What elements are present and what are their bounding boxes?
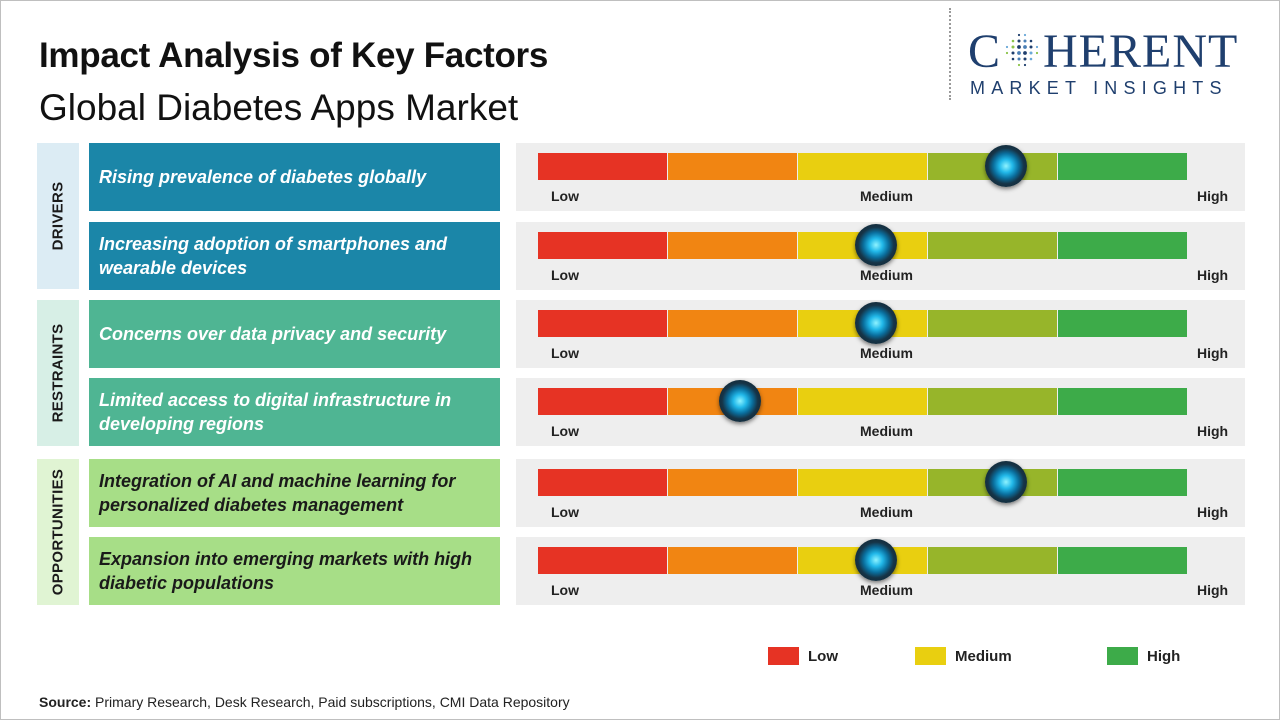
source-note: Source: Primary Research, Desk Research,… (39, 694, 570, 710)
factor-label: Concerns over data privacy and security (89, 300, 500, 368)
legend-label: Medium (955, 647, 1012, 665)
legend-label: Low (808, 647, 838, 665)
impact-marker (718, 380, 761, 422)
gauge-label-high: High (1197, 423, 1229, 439)
category-restraints: RESTRAINTS (37, 300, 79, 446)
factor-label: Rising prevalence of diabetes globally (89, 143, 500, 211)
page-subtitle: Global Diabetes Apps Market (39, 87, 519, 128)
category-drivers: DRIVERS (37, 143, 79, 289)
gauge-label-high: High (1197, 504, 1229, 520)
page-title: Impact Analysis of Key Factors (39, 36, 549, 75)
logo-letter-c: C (968, 25, 1002, 78)
gauge-label-low: Low (551, 582, 579, 598)
factor-label: Increasing adoption of smartphones and w… (89, 222, 500, 290)
logo-divider (949, 8, 951, 100)
gauge-label-high: High (1197, 188, 1229, 204)
impact-marker (985, 145, 1027, 187)
gauge-bar (538, 469, 1188, 496)
logo-tagline: MARKET INSIGHTS (970, 78, 1228, 98)
gauge-segment (668, 469, 797, 496)
impact-gauge: Low Medium High (516, 378, 1245, 446)
legend-item: Medium (915, 647, 1012, 665)
legend-label: High (1147, 647, 1181, 665)
gauge-segment (538, 469, 667, 496)
gauge-label-medium: Medium (860, 345, 913, 361)
source-text: Primary Research, Desk Research, Paid su… (91, 694, 570, 710)
gauge-segment (1058, 388, 1187, 415)
gauge-segment (1058, 310, 1187, 337)
gauge-segment (538, 232, 667, 259)
legend-swatch (915, 647, 946, 665)
gauge-label-medium: Medium (860, 582, 913, 598)
gauge-segment (668, 153, 797, 180)
impact-gauge: Low Medium High (516, 459, 1245, 527)
gauge-label-low: Low (551, 504, 579, 520)
gauge-label-high: High (1197, 267, 1229, 283)
gauge-label-high: High (1197, 582, 1229, 598)
gauge-bar (538, 310, 1188, 337)
legend-item: Low (768, 647, 838, 665)
gauge-label-medium: Medium (860, 188, 913, 204)
gauge-label-high: High (1197, 345, 1229, 361)
gauge-label-low: Low (551, 345, 579, 361)
impact-marker (855, 539, 897, 581)
logo-wordmark: C HERENT (968, 28, 1238, 76)
impact-marker (855, 302, 897, 344)
gauge-bar (538, 153, 1188, 180)
legend-swatch (1107, 647, 1138, 665)
impact-gauge: Low Medium High (516, 537, 1245, 605)
impact-gauge: Low Medium High (516, 300, 1245, 368)
factor-label: Expansion into emerging markets with hig… (89, 537, 500, 605)
gauge-segment (928, 232, 1057, 259)
gauge-segment (928, 310, 1057, 337)
gauge-label-low: Low (551, 423, 579, 439)
factor-label: Limited access to digital infrastructure… (89, 378, 500, 446)
gauge-segment (538, 153, 667, 180)
factor-label: Integration of AI and machine learning f… (89, 459, 500, 527)
gauge-segment (798, 469, 927, 496)
gauge-label-medium: Medium (860, 423, 913, 439)
category-opportunities: OPPORTUNITIES (37, 459, 79, 605)
gauge-segment (538, 547, 667, 574)
legend-swatch (768, 647, 799, 665)
gauge-segment (1058, 153, 1187, 180)
gauge-segment (798, 388, 927, 415)
gauge-segment (538, 310, 667, 337)
gauge-bar (538, 388, 1188, 415)
gauge-label-medium: Medium (860, 267, 913, 283)
gauge-segment (1058, 469, 1187, 496)
category-label: DRIVERS (49, 181, 67, 251)
logo-globe-icon (1005, 33, 1039, 67)
gauge-segment (928, 547, 1057, 574)
legend-item: High (1107, 647, 1180, 665)
gauge-segment (928, 388, 1057, 415)
category-label: RESTRAINTS (49, 323, 67, 423)
gauge-label-low: Low (551, 267, 579, 283)
impact-gauge: Low Medium High (516, 222, 1245, 290)
logo-letters-herent: HERENT (1043, 25, 1239, 78)
source-label: Source: (39, 694, 92, 710)
gauge-segment (538, 388, 667, 415)
gauge-segment (1058, 232, 1187, 259)
gauge-segment (1058, 547, 1187, 574)
impact-marker (985, 461, 1027, 503)
gauge-label-medium: Medium (860, 504, 913, 520)
gauge-segment (668, 547, 797, 574)
category-label: OPPORTUNITIES (49, 468, 67, 596)
impact-gauge: Low Medium High (516, 143, 1245, 211)
impact-marker (855, 224, 897, 266)
gauge-segment (668, 310, 797, 337)
gauge-label-low: Low (551, 188, 579, 204)
gauge-segment (798, 153, 927, 180)
gauge-segment (668, 232, 797, 259)
